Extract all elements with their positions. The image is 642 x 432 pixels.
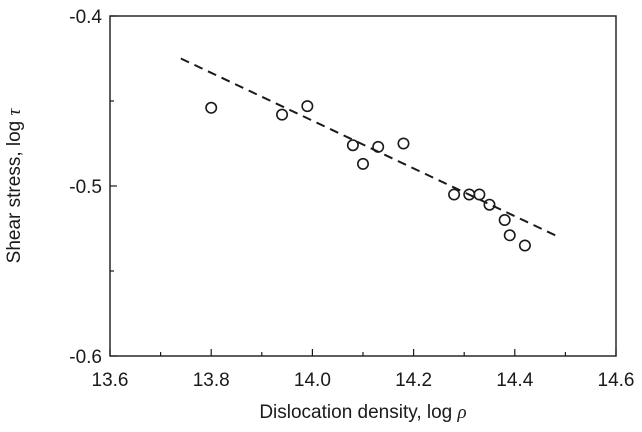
data-point (503, 229, 516, 242)
y-tick-label: -0.5 (69, 177, 102, 198)
y-tick-label: -0.6 (69, 347, 102, 368)
x-tick-label: 14.0 (294, 370, 331, 391)
x-axis-label-symbol: ρ (457, 402, 467, 423)
data-point (448, 188, 461, 201)
y-axis-label-text: Shear stress, log (4, 121, 25, 264)
plot-frame (109, 15, 617, 357)
x-tick-label: 14.6 (598, 370, 635, 391)
y-axis-label: Shear stress, log τ (4, 107, 25, 263)
data-point (372, 140, 385, 153)
y-axis-label-symbol: τ (4, 107, 25, 115)
data-point (301, 100, 314, 113)
data-point (473, 188, 486, 201)
data-point (483, 198, 496, 211)
data-point (276, 108, 289, 121)
x-axis-label-text: Dislocation density, log (259, 402, 452, 423)
data-point (397, 137, 410, 150)
data-point (346, 139, 359, 152)
data-point (356, 157, 369, 170)
y-tick-label: -0.4 (69, 7, 102, 28)
data-points (205, 100, 531, 252)
axis-ticks (109, 15, 617, 357)
data-point (205, 101, 218, 114)
data-point (518, 239, 531, 252)
x-tick-label: 13.6 (92, 370, 129, 391)
regression-fit-line (180, 57, 556, 237)
axis-tick-labels: 13.6 13.8 14.0 14.2 14.4 14.6 -0.6 -0.5 -0.4 (69, 7, 634, 391)
data-point (498, 214, 511, 227)
x-axis-label: Dislocation density, log ρ (259, 402, 466, 423)
x-tick-label: 14.2 (395, 370, 432, 391)
x-tick-label: 13.8 (193, 370, 230, 391)
x-tick-label: 14.4 (496, 370, 533, 391)
